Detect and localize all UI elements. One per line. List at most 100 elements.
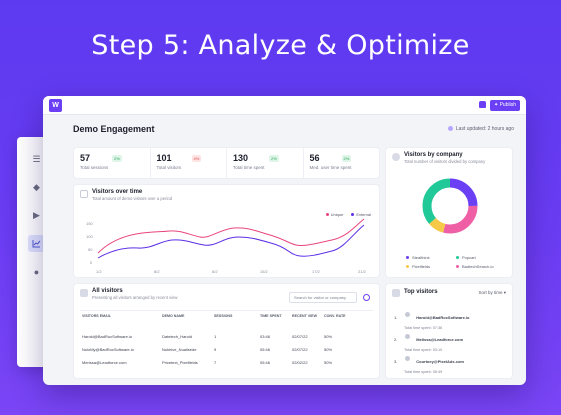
page-title: Demo Engagement [73,124,155,134]
last-updated: Last updated: 2 hours ago [447,126,514,132]
stat-value: 56 [309,153,320,163]
legend-label: BadtechSearch.io [462,264,494,269]
legend-label: Unique [330,212,344,217]
table-row[interactable]: NuloMy@BadRocSoftware.io Nukhive_Nuallse… [82,347,362,360]
column-header[interactable]: RECENT VIEW [292,314,317,318]
visitor-email: Courtney@PixelAds.com [416,359,464,364]
visitor-time: Total time spent: 07:36 [404,326,443,330]
chevron-down-icon: ▾ [503,290,506,295]
analytics-icon[interactable] [28,235,45,252]
y-tick: 0 [90,260,93,265]
settings-icon[interactable]: ● [33,266,40,277]
stat-value: 130 [233,153,249,163]
table-row[interactable]: Harold@BadRocSoftware.io Datetech_Harold… [82,334,362,347]
list-item[interactable]: 2. Melissa@Leadforce.com Total time spen… [394,328,506,352]
column-header[interactable]: TIME SPENT [260,314,282,318]
cell-recent: 02/07/22 [292,347,308,352]
cell-email: Merissa@Leadforce.com [82,360,127,365]
trophy-icon [392,289,400,297]
cell-sessions: 1 [214,334,217,339]
stat-label: Total sessions [80,165,109,170]
hero-title: Step 5: Analyze & Optimize [91,30,470,61]
x-tick: 8/2 [154,269,160,274]
trend-badge: 2% [341,155,352,162]
donut-legend: Stealthink Popcart Pixelfields BadtechSe… [406,255,506,269]
list-item[interactable]: 3. Courtney@PixelAds.com Total time spen… [394,350,506,374]
topbar: W ✦ Publish [43,96,526,115]
cell-conv: 50% [324,334,333,339]
table-row[interactable]: Merissa@Leadforce.com Pricetext_Pixelfie… [82,360,362,373]
list-icon[interactable]: ☰ [32,154,41,164]
visitors-title: All visitors [92,288,123,294]
legend-label: Stealthink [412,255,430,260]
stat-value: 57 [80,153,91,163]
top-visitors-list: 1. Harold@BadRocSoftware.io Total time s… [394,306,506,374]
y-tick: 150 [86,221,93,226]
legend-label: Pixelfields [412,264,431,269]
x-tick: 15/2 [260,269,269,274]
rank: 2. [394,337,398,342]
avatar [404,356,410,362]
company-donut-chart [422,178,478,234]
cell-email: Harold@BadRocSoftware.io [82,334,133,339]
x-tick: 1/2 [96,269,102,274]
legend-item: BadtechSearch.io [456,264,506,269]
trend-badge: 2% [112,155,122,162]
x-tick: 17/2 [312,269,321,274]
list-item[interactable]: 1. Harold@BadRocSoftware.io Total time s… [394,306,506,330]
stats-card: 57 Total sessions 2% 101 Total visitors … [73,147,380,179]
column-header[interactable]: CONV. RATE [324,314,346,318]
all-visitors-card: All visitors Presenting all visitors arr… [73,283,380,379]
users-icon [80,289,88,297]
visitor-email: Melissa@Leadforce.com [416,337,464,342]
search-icon[interactable] [363,294,370,301]
legend-item: Pixelfields [406,264,456,269]
column-header[interactable]: DEMO NAME [162,314,185,318]
last-updated-text: Last updated: 2 hours ago [455,126,514,132]
visitor-time: Total time spent: 03:10 [404,348,443,352]
donut-header: Visitors by company Total number of visi… [404,152,485,164]
slice-badtechsearch [422,178,478,234]
donut-title: Visitors by company [404,152,463,158]
stat-label: Total visitors [156,165,182,170]
top-visitors-title: Top visitors [404,289,438,295]
cell-demo: Pricetext_Pixelfields [162,360,198,365]
visitor-time: Total time spent: 05:49 [404,370,443,374]
cell-email: NuloMy@BadRocSoftware.io [82,347,134,352]
table-divider [80,310,373,311]
legend-item: Stealthink [406,255,456,260]
company-icon [392,153,400,161]
layers-icon[interactable]: ◆ [33,182,40,192]
legend-unique: Unique [325,212,344,217]
app-window: W ✦ Publish Demo Engagement Last updated… [43,96,526,385]
legend-label: External [356,212,371,217]
cell-demo: Datetech_Harold [162,334,193,339]
x-tick: 21/2 [358,269,367,274]
search-input[interactable]: Search for visitor or company [289,292,357,303]
rank: 3. [394,359,398,364]
publish-label: Publish [499,102,516,108]
clock-icon [447,126,453,132]
visitors-over-time-card: Visitors over time Total amount of demo … [73,184,380,278]
legend-label: Popcart [462,255,476,260]
y-tick: 100 [86,234,93,239]
trend-badge: 4% [191,155,202,162]
column-header[interactable]: VISITORS EMAIL [82,314,111,318]
cell-time: 05:46 [260,360,271,365]
rank: 1. [394,315,398,320]
play-icon[interactable]: ▶ [33,210,40,220]
visitor-email: Harold@BadRocSoftware.io [416,315,470,320]
publish-button[interactable]: ✦ Publish [490,100,520,111]
visitors-table-body: Harold@BadRocSoftware.io Datetech_Harold… [82,334,362,373]
app-logo[interactable]: W [49,99,62,112]
visitors-header: All visitors Presenting all visitors arr… [92,288,177,300]
sort-dropdown[interactable]: Sort by time ▾ [478,290,506,296]
cell-time: 03:46 [260,334,271,339]
visitors-subtitle: Presenting all visitors arranged by rece… [92,295,178,300]
stat-label: Total time spent [233,165,265,170]
chart-title: Visitors over time [92,189,143,195]
slice-popcart [422,178,478,234]
column-header[interactable]: SESSIONS [214,314,233,318]
notification-icon[interactable] [479,101,486,108]
cell-recent: 02/02/22 [292,360,308,365]
